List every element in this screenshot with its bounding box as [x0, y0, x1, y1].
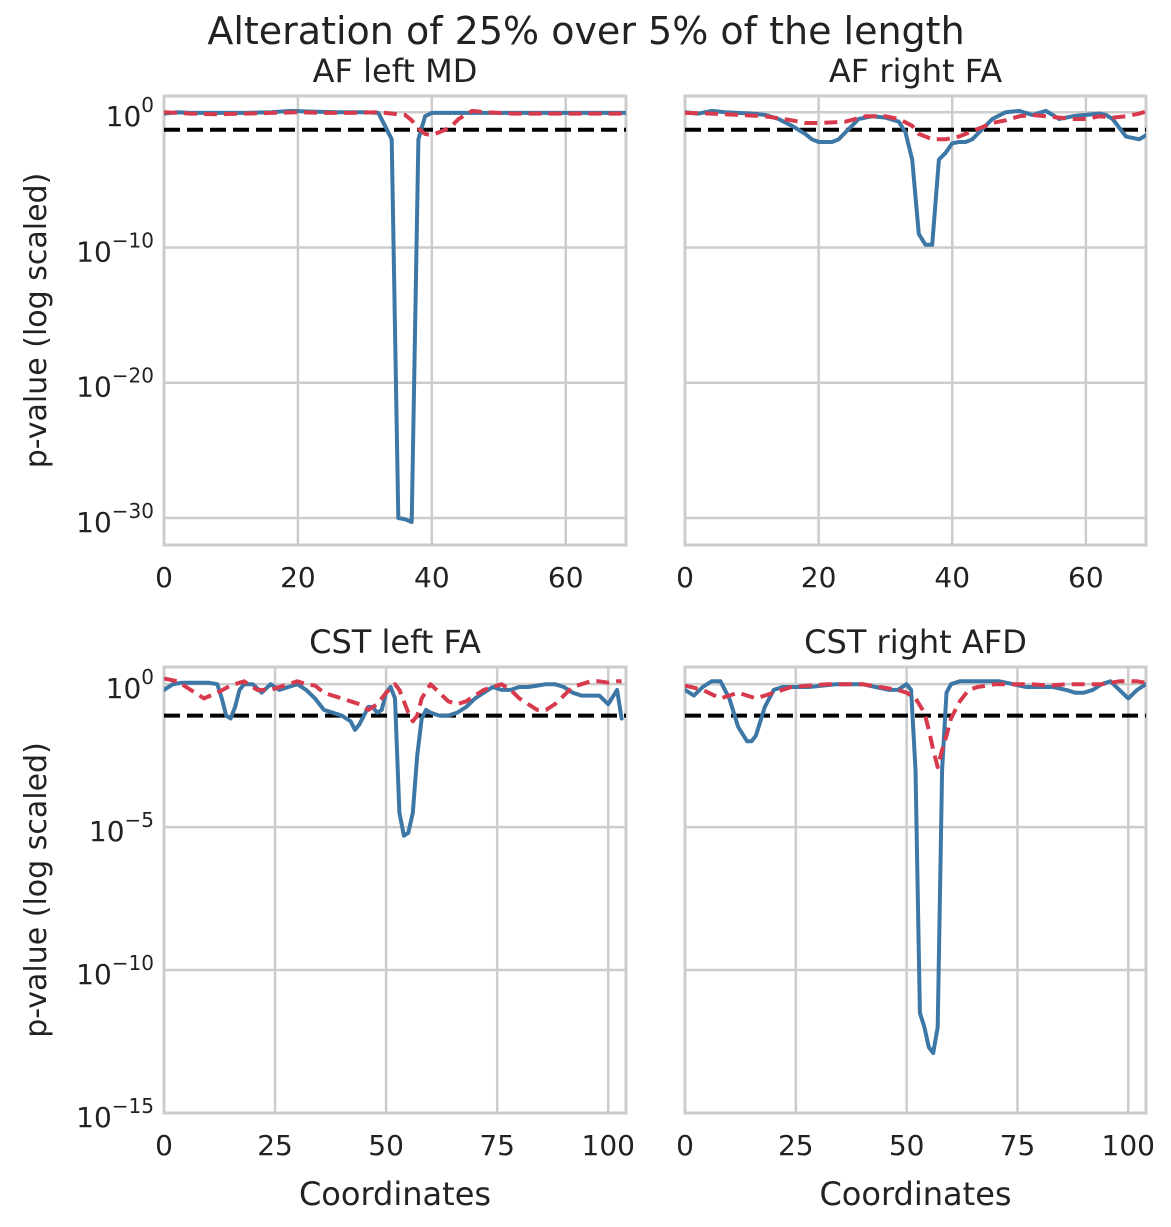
x-tick-label: 60: [1068, 561, 1104, 594]
plot-frame: [162, 94, 628, 547]
y-tick-label: 100: [106, 93, 154, 133]
y-tick-base: 10: [76, 958, 112, 991]
x-tick-label: 25: [778, 1129, 814, 1162]
y-tick-label: 10−5: [89, 808, 154, 848]
y-tick-label: 10−10: [76, 228, 154, 268]
y-tick-exponent: −10: [112, 951, 154, 975]
y-tick-exponent: 0: [141, 93, 154, 117]
series-line-dashed: [685, 109, 1146, 142]
series-line-dashed: [685, 679, 1146, 770]
chart-panel-3: CST left FA0 25 50 75 10010010−510−1010−15p-…: [19, 623, 635, 1213]
x-tick-label: 75: [479, 1129, 515, 1162]
y-tick-exponent: −10: [112, 228, 154, 252]
y-tick-label: 10−10: [76, 951, 154, 991]
series-line-dashed: [164, 108, 626, 138]
x-tick-label: 100: [582, 1129, 635, 1162]
plot-frame: [162, 665, 628, 1115]
y-tick-exponent: −20: [112, 364, 154, 388]
x-tick-label: 0: [155, 561, 173, 594]
y-axis-label: p-value (log scaled): [19, 742, 54, 1038]
x-tick-label: 75: [1000, 1129, 1036, 1162]
figure-title: Alteration of 25% over 5% of the length: [207, 9, 964, 53]
y-tick-base: 10: [76, 371, 112, 404]
y-tick-base: 10: [76, 235, 112, 268]
panel-title: AF right FA: [829, 52, 1002, 90]
y-axis-label: p-value (log scaled): [19, 173, 54, 469]
series-line-dashed: [164, 676, 622, 724]
series-line-solid: [685, 679, 1146, 1055]
y-tick-label: 10−15: [76, 1094, 154, 1134]
x-tick-label: 0: [676, 561, 694, 594]
x-tick-label: 0: [676, 1129, 694, 1162]
series-group: [164, 108, 626, 524]
y-tick-label: 100: [106, 665, 154, 705]
y-tick-base: 10: [106, 100, 142, 133]
x-tick-label: 40: [934, 561, 970, 594]
y-tick-exponent: −5: [125, 808, 154, 832]
series-group: [685, 679, 1146, 1055]
x-tick-label: 40: [414, 561, 450, 594]
y-tick-base: 10: [76, 506, 112, 539]
x-tick-label: 60: [548, 561, 584, 594]
y-tick-label: 10−30: [76, 499, 154, 539]
panel-title: AF left MD: [313, 52, 478, 90]
chart-panel-2: AF right FA 0 20 40 60: [676, 52, 1148, 594]
y-tick-exponent: −30: [112, 499, 154, 523]
chart-panel-4: CST right AFD 0 25 50 75 100 Coordinates: [676, 623, 1155, 1213]
y-tick-base: 10: [76, 1101, 112, 1134]
y-tick-base: 10: [89, 815, 125, 848]
x-tick-label: 50: [368, 1129, 404, 1162]
plot-frame: [683, 665, 1148, 1115]
panel-title: CST left FA: [309, 623, 481, 661]
y-tick-base: 10: [106, 672, 142, 705]
y-tick-exponent: −15: [112, 1094, 154, 1118]
series-group: [685, 108, 1146, 247]
chart-panel-1: AF left MD0 20 40 6010010−1010−2010−30p-val…: [19, 52, 628, 594]
y-tick-label: 10−20: [76, 364, 154, 404]
panel-title: CST right AFD: [804, 623, 1027, 661]
x-tick-label: 100: [1102, 1129, 1155, 1162]
x-axis-label: Coordinates: [819, 1175, 1011, 1213]
x-tick-label: 20: [801, 561, 837, 594]
x-axis-label: Coordinates: [299, 1175, 491, 1213]
x-tick-label: 50: [889, 1129, 925, 1162]
series-line-solid: [164, 108, 626, 524]
x-tick-label: 0: [155, 1129, 173, 1162]
plot-frame: [683, 94, 1148, 547]
x-tick-label: 20: [280, 561, 316, 594]
y-tick-exponent: 0: [141, 665, 154, 689]
series-group: [164, 676, 624, 838]
x-tick-label: 25: [257, 1129, 293, 1162]
